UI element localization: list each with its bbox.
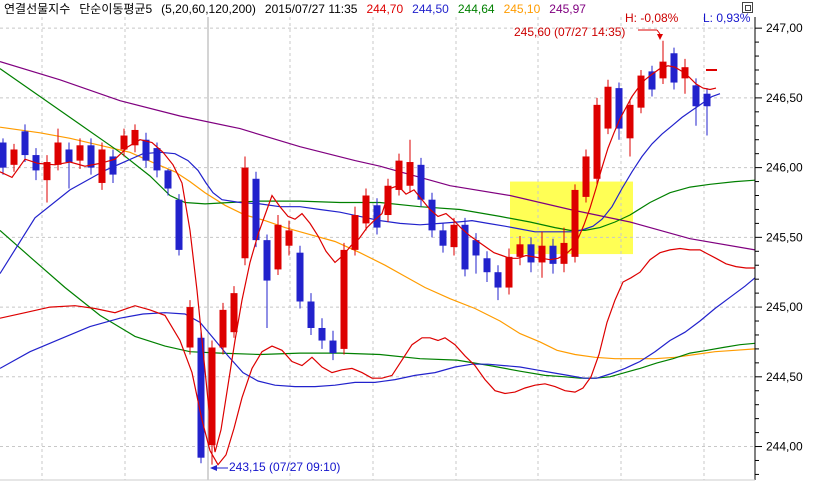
candle-body xyxy=(417,164,425,200)
candle-body xyxy=(230,293,238,333)
candle-body xyxy=(395,160,403,190)
ma20-value: 244,50 xyxy=(412,2,449,16)
y-axis-label: 244,50 xyxy=(766,370,803,384)
candle-body xyxy=(153,148,161,171)
candle-body xyxy=(186,307,194,348)
low-annotation: 243,15 (07/27 09:10) xyxy=(229,460,341,474)
candle-body xyxy=(87,145,95,168)
session-low-pct-label: L: 0,93% xyxy=(703,11,751,25)
candle-body xyxy=(0,142,7,168)
ma5-upper-line xyxy=(0,65,717,453)
candle-body xyxy=(406,162,414,186)
candle-body xyxy=(142,139,150,161)
high-annotation: 245,60 (07/27 14:35) xyxy=(514,25,626,39)
candle-body xyxy=(428,199,436,231)
candle-body xyxy=(692,85,700,107)
y-axis-label: 246,50 xyxy=(766,91,803,105)
candle-body xyxy=(439,230,447,246)
instrument-name: 연결선물지수 xyxy=(4,2,71,16)
chart-header: 연결선물지수 단순이동평균5 (5,20,60,120,200) 2015/07… xyxy=(4,2,586,16)
candle-body xyxy=(582,156,590,197)
ma5-lower-line xyxy=(0,247,755,466)
candle-body xyxy=(703,93,711,107)
candle-body xyxy=(670,53,678,83)
y-axis-label: 245,00 xyxy=(766,300,803,314)
high-arrow-hook xyxy=(656,29,661,35)
candle-body xyxy=(208,347,216,446)
y-axis-label: 247,00 xyxy=(766,21,803,35)
ma20-upper-line xyxy=(0,93,721,274)
candle-body xyxy=(615,88,623,129)
candle-body xyxy=(263,240,271,281)
candle-body xyxy=(98,149,106,183)
candle-body xyxy=(593,104,601,179)
candle-body xyxy=(307,301,315,328)
candle-body xyxy=(164,170,172,189)
y-axis-label: 245,50 xyxy=(766,230,803,244)
candle-body xyxy=(604,86,612,129)
ma5-value: 244,70 xyxy=(366,2,404,16)
y-axis-label: 246,00 xyxy=(766,161,803,175)
candle-body xyxy=(351,215,359,250)
candle-body xyxy=(494,272,502,288)
candle-body xyxy=(285,230,293,246)
indicator-name[interactable]: 단순이동평균5 xyxy=(79,2,153,16)
candle-body xyxy=(472,240,480,256)
candle-body xyxy=(175,199,183,250)
candle-body xyxy=(54,142,62,165)
candle-body xyxy=(384,185,392,216)
candle-body xyxy=(461,224,469,270)
ma60-lower-line xyxy=(0,229,756,379)
candle-body xyxy=(648,71,656,90)
candle-body xyxy=(373,205,381,228)
candle-body xyxy=(483,258,491,273)
candle-body xyxy=(76,145,84,161)
candle-body xyxy=(527,244,535,263)
candle-body xyxy=(659,61,667,79)
candle-body xyxy=(120,135,128,150)
ma120-line xyxy=(0,126,756,360)
ma200-value: 245,97 xyxy=(549,2,586,16)
candle-body xyxy=(681,67,689,79)
candle-body xyxy=(21,131,29,156)
candle-body xyxy=(516,244,524,257)
high-arrow-head xyxy=(657,34,663,40)
candle-body xyxy=(10,149,18,165)
crosshair-datetime: 2015/07/27 11:35 xyxy=(264,2,358,16)
candle-body xyxy=(197,337,205,458)
candle-body xyxy=(65,149,73,163)
candle-body xyxy=(362,195,370,224)
candle-body xyxy=(538,245,546,263)
candle-body xyxy=(296,252,304,302)
ma20-lower-line xyxy=(0,277,756,388)
indicator-params: (5,20,60,120,200) xyxy=(161,2,256,16)
ma60-upper-line xyxy=(0,68,756,231)
candle-body xyxy=(219,309,227,348)
candle-body xyxy=(549,245,557,264)
ma120-value: 245,10 xyxy=(503,2,541,16)
candle-body xyxy=(450,224,458,248)
session-high-pct-label: H: -0,08% xyxy=(625,11,679,25)
candle-body xyxy=(571,189,579,257)
window-restore-icon[interactable] xyxy=(742,2,753,13)
candle-body xyxy=(274,224,282,270)
candle-body xyxy=(329,340,337,354)
candle-body xyxy=(131,129,139,146)
y-axis-label: 244,00 xyxy=(766,440,803,454)
candle-body xyxy=(318,327,326,341)
candle-body xyxy=(43,162,51,181)
candle-body xyxy=(109,156,117,175)
candle-body xyxy=(340,249,348,349)
low-arrow-head xyxy=(210,465,217,471)
candle-body xyxy=(560,242,568,264)
ma60-value: 244,64 xyxy=(457,2,495,16)
candle-body xyxy=(252,178,260,241)
candle-body xyxy=(505,256,513,288)
candle-body xyxy=(241,167,249,259)
candle-body xyxy=(637,75,645,108)
candle-body xyxy=(626,104,634,139)
